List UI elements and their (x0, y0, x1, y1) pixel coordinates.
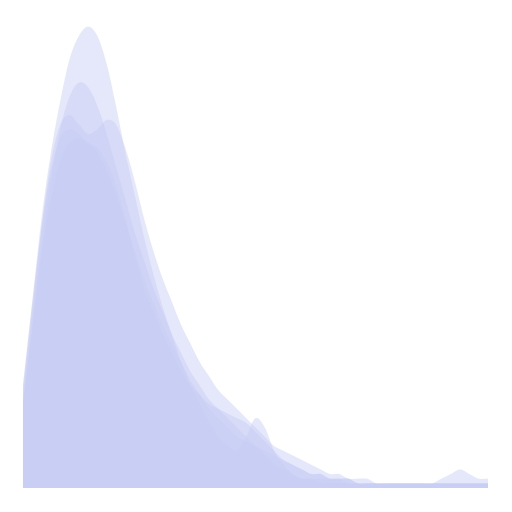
series-area-4 (23, 129, 488, 488)
series-area-1 (23, 26, 488, 488)
series-area-2 (23, 82, 488, 489)
series-area-3 (23, 115, 488, 488)
series-area-5 (23, 138, 488, 488)
series-layer (23, 26, 488, 489)
